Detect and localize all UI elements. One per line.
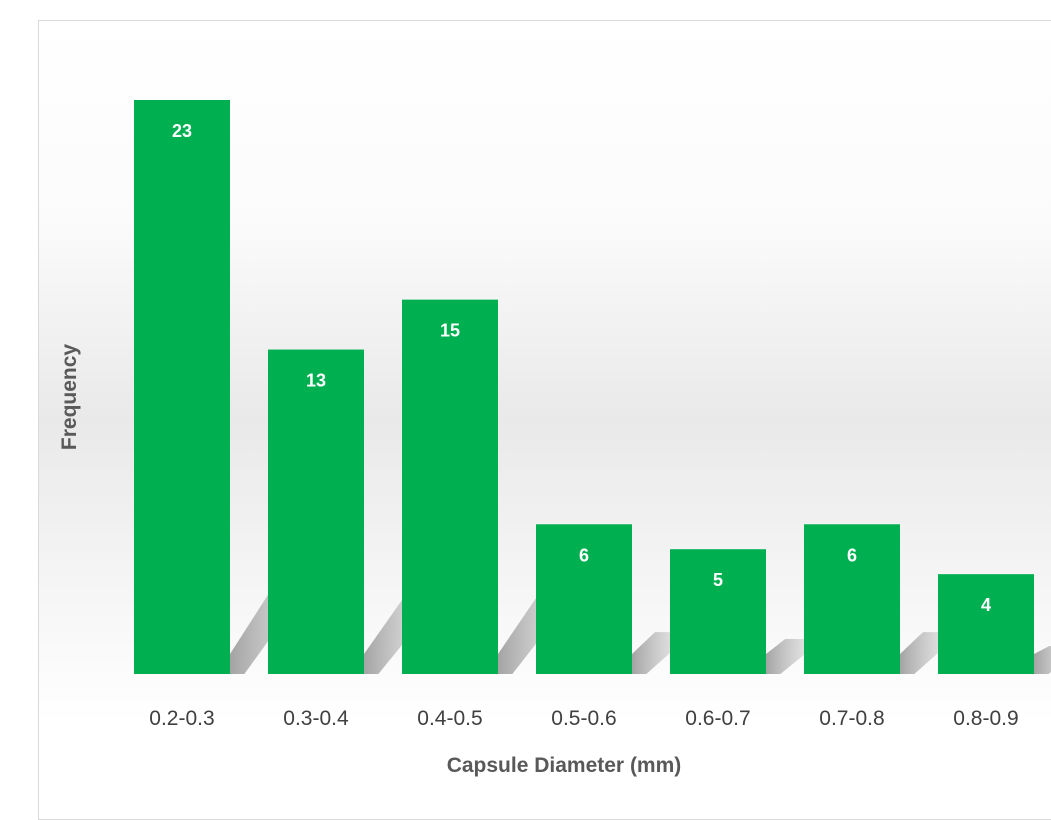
data-label: 15 — [440, 321, 460, 341]
bar-labels: 23 13 15 6 5 6 4 — [172, 121, 991, 615]
bar-0.2-0.3 — [134, 100, 230, 674]
x-tick-label: 0.3-0.4 — [283, 707, 349, 730]
x-tick-label: 0.4-0.5 — [417, 707, 482, 730]
data-label: 6 — [847, 545, 857, 565]
data-label: 23 — [172, 121, 192, 141]
bar-0.6-0.7 — [670, 549, 766, 674]
x-tick-labels: 0.2-0.3 0.3-0.4 0.4-0.5 0.5-0.6 0.6-0.7 0.7-0… — [149, 707, 1018, 730]
bar-0.5-0.6 — [536, 524, 632, 674]
bar-0.4-0.5 — [402, 299, 498, 674]
x-tick-label: 0.6-0.7 — [685, 707, 750, 730]
data-label: 4 — [981, 595, 991, 615]
x-tick-label: 0.8-0.9 — [953, 707, 1018, 730]
bar-0.3-0.4 — [268, 349, 364, 674]
x-tick-label: 0.5-0.6 — [551, 707, 616, 730]
bar-shadow — [1034, 646, 1051, 674]
data-label: 13 — [306, 371, 326, 391]
x-tick-label: 0.2-0.3 — [149, 707, 214, 730]
y-axis-title: Frequency — [58, 344, 81, 451]
data-label: 6 — [579, 545, 589, 565]
bar-0.8-0.9 — [938, 574, 1034, 674]
x-tick-label: 0.7-0.8 — [819, 707, 884, 730]
bars — [134, 100, 1034, 674]
x-axis-title: Capsule Diameter (mm) — [447, 754, 682, 777]
data-label: 5 — [713, 570, 723, 590]
bar-0.7-0.8 — [804, 524, 900, 674]
